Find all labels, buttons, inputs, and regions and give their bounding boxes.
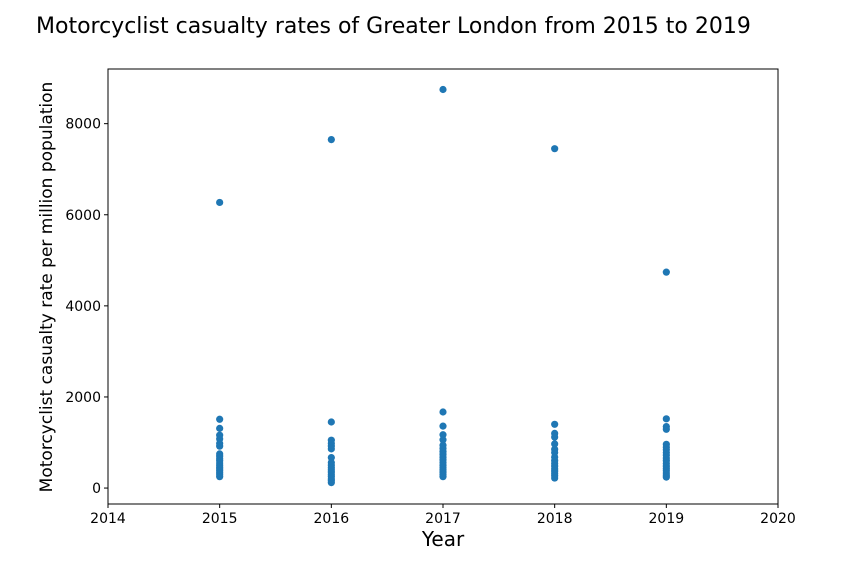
data-point xyxy=(216,442,224,450)
data-point xyxy=(662,425,670,433)
y-axis-label: Motorcyclist casualty rate per million p… xyxy=(37,82,57,493)
y-tick-label: 0 xyxy=(92,481,101,497)
x-tick-label: 2019 xyxy=(649,511,685,527)
x-tick-label: 2020 xyxy=(760,511,796,527)
data-point xyxy=(327,478,335,487)
x-tick-label: 2018 xyxy=(537,511,573,527)
y-axis: 0 2000 4000 6000 8000 xyxy=(65,117,108,497)
data-point xyxy=(327,136,335,144)
data-point xyxy=(662,473,670,481)
x-tick-label: 2016 xyxy=(314,511,350,527)
data-point xyxy=(551,440,559,448)
data-point xyxy=(439,422,447,430)
chart-title: Motorcyclist casualty rates of Greater L… xyxy=(36,14,751,39)
data-point xyxy=(327,418,335,426)
x-tick-label: 2014 xyxy=(90,511,126,527)
data-point xyxy=(551,420,559,428)
data-point xyxy=(439,431,447,439)
y-tick-label: 2000 xyxy=(65,390,101,406)
x-axis-label: Year xyxy=(421,527,465,551)
data-point xyxy=(327,453,335,462)
data-point xyxy=(439,408,447,416)
data-point xyxy=(551,433,559,441)
data-points xyxy=(216,85,670,487)
data-point xyxy=(439,85,447,94)
y-tick-label: 4000 xyxy=(65,299,101,315)
data-point xyxy=(439,473,447,481)
data-point xyxy=(327,445,335,453)
data-point xyxy=(216,198,224,207)
y-tick-label: 6000 xyxy=(65,208,101,224)
data-point xyxy=(216,424,224,432)
data-point xyxy=(551,474,559,482)
x-tick-label: 2017 xyxy=(425,511,461,527)
x-axis: 2014 2015 2016 2017 2018 2019 2020 xyxy=(90,504,796,527)
data-point xyxy=(216,473,224,481)
data-point xyxy=(662,415,670,423)
y-tick-label: 8000 xyxy=(65,117,101,133)
data-point xyxy=(662,268,670,276)
data-point xyxy=(439,436,447,444)
x-tick-label: 2015 xyxy=(202,511,238,527)
data-point xyxy=(216,415,224,423)
data-point xyxy=(551,145,559,153)
